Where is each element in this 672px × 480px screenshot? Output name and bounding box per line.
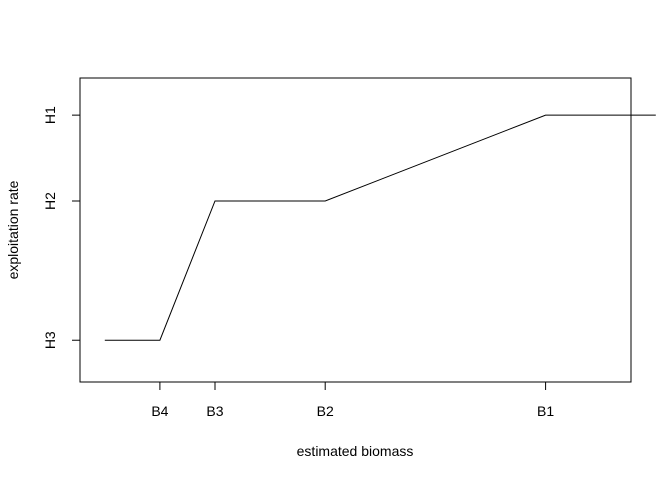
plot-box [79, 77, 632, 383]
x-axis-label: estimated biomass [297, 443, 414, 459]
x-tick-label: B3 [206, 403, 223, 419]
y-axis-label: exploitation rate [5, 180, 21, 279]
x-tick-label: B2 [317, 403, 334, 419]
y-tick-label: H2 [42, 192, 58, 210]
x-axis: B4 B3 B2 B1 [151, 382, 554, 419]
y-axis: H3 H2 H1 [42, 106, 80, 349]
y-tick-label: H3 [42, 331, 58, 349]
y-tick-label: H1 [42, 106, 58, 124]
series-line [104, 114, 656, 341]
x-tick-label: B1 [537, 403, 554, 419]
x-tick-label: B4 [151, 403, 168, 419]
